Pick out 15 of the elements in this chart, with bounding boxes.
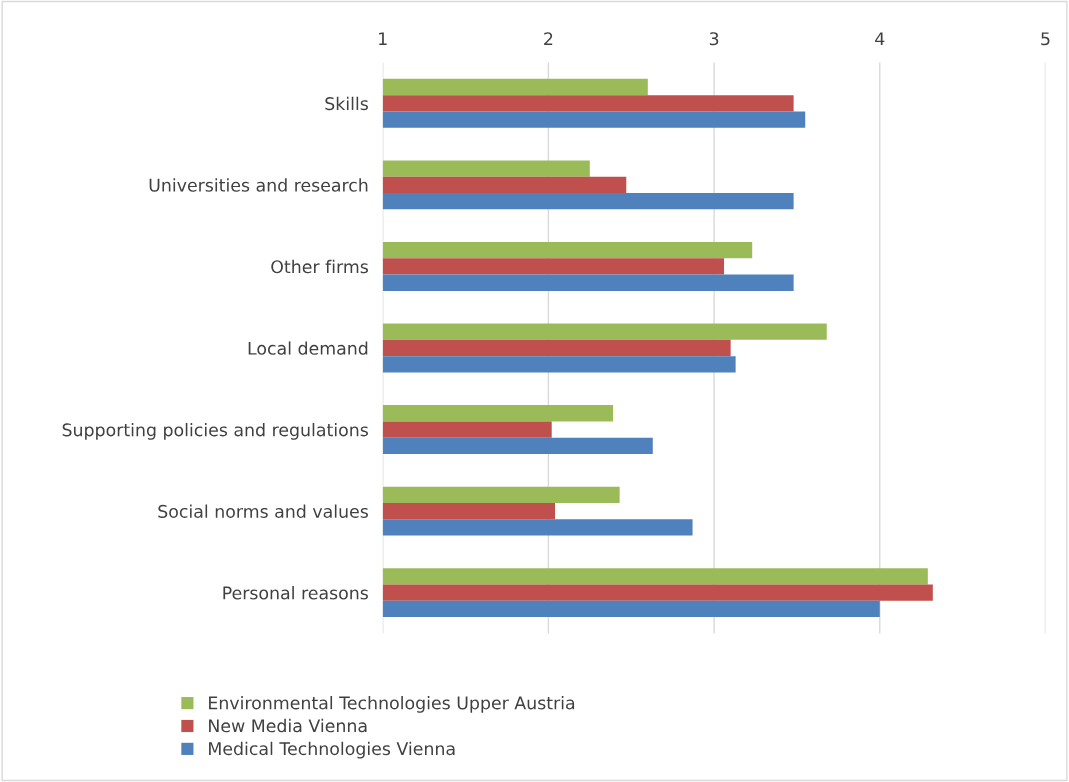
- y-tick-label: Skills: [325, 96, 368, 111]
- x-tick-label: 4: [875, 32, 885, 46]
- y-tick-label: Social norms and values: [158, 504, 368, 518]
- y-tick-label: Supporting policies and regulations: [62, 422, 368, 440]
- y-tick-label: Other firms: [271, 259, 368, 274]
- x-tick-label: 3: [709, 32, 719, 46]
- y-tick-label: Universities and research: [149, 178, 368, 192]
- legend-label: Medical Technologies Vienna: [209, 741, 455, 759]
- y-tick-label: Personal reasons: [223, 586, 368, 600]
- legend-label: New Media Vienna: [209, 718, 367, 733]
- x-tick-label: 1: [379, 32, 387, 46]
- x-tick-label: 2: [544, 32, 553, 46]
- x-tick-label: 5: [1041, 32, 1050, 46]
- y-tick-label: Local demand: [248, 341, 368, 355]
- legend-label: Environmental Technologies Upper Austria: [209, 696, 575, 713]
